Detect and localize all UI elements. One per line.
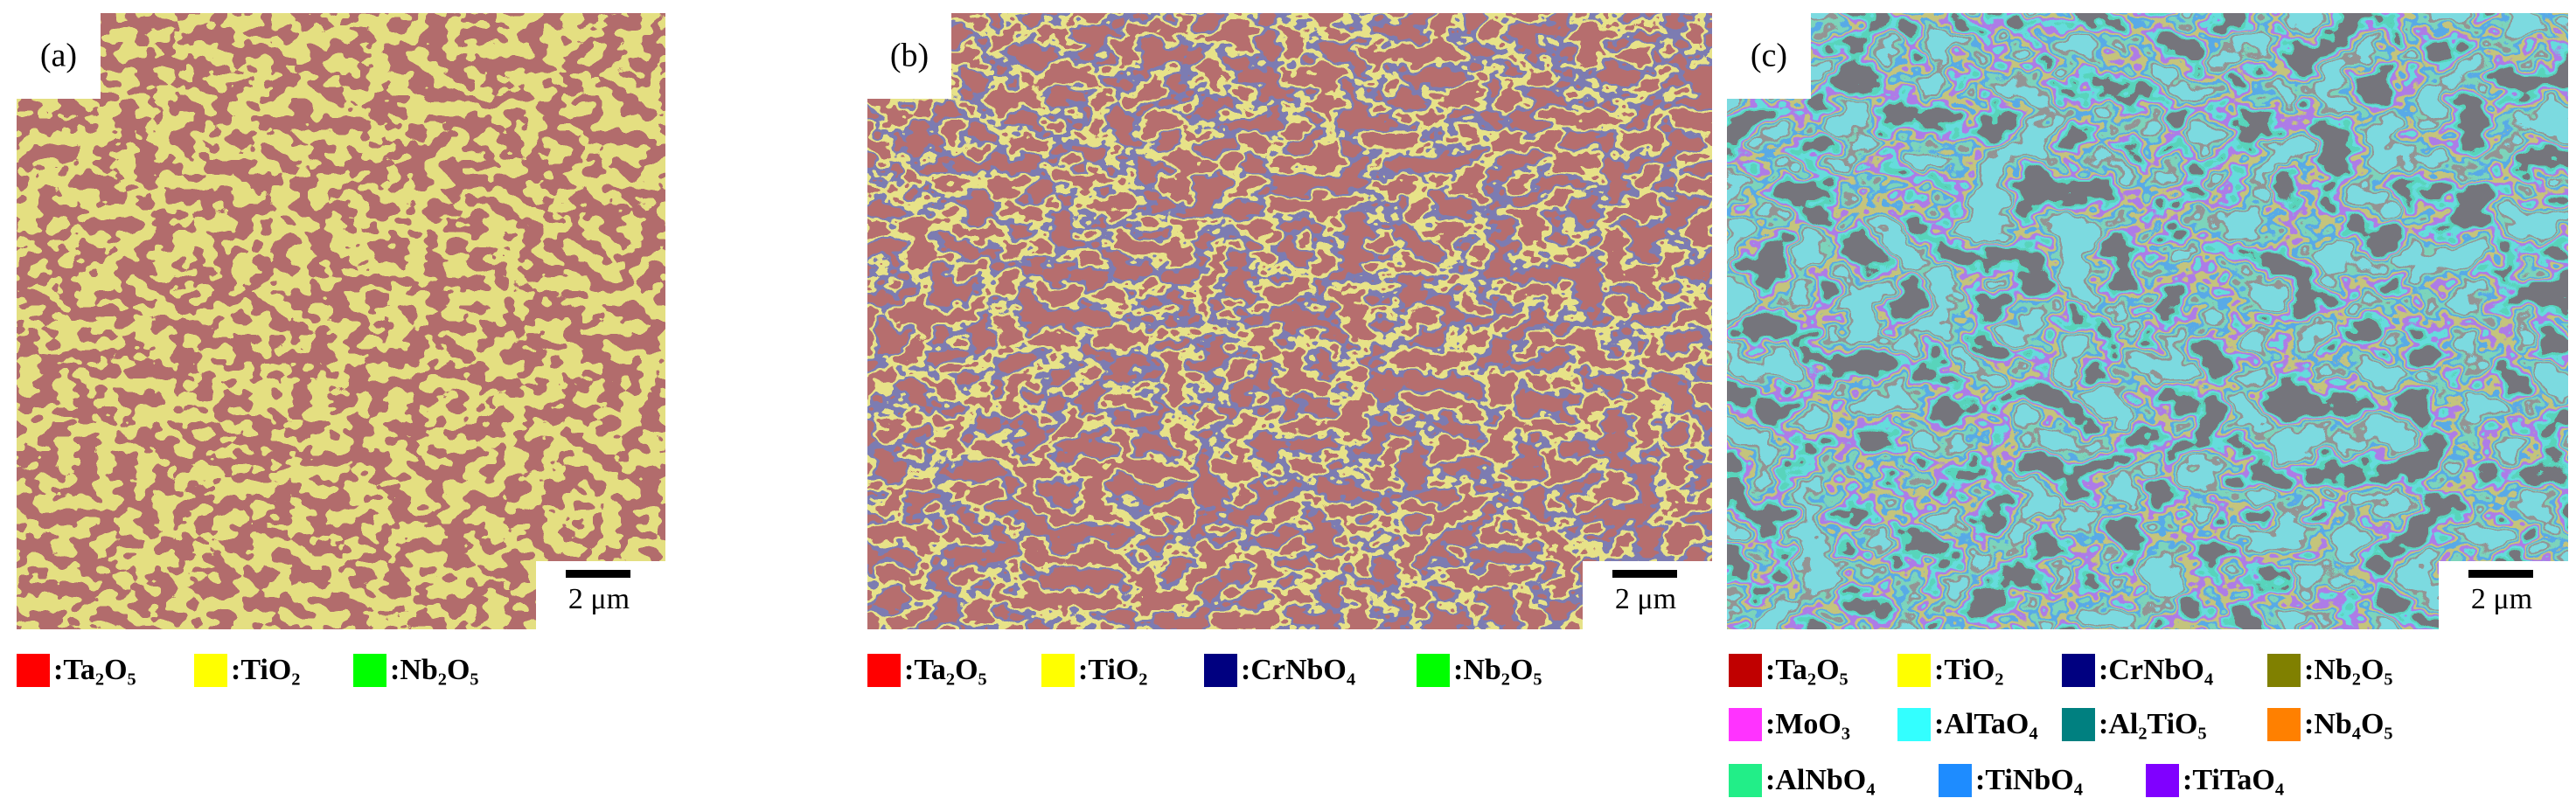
legend-swatch: [2267, 654, 2301, 687]
legend-swatch: [353, 654, 386, 687]
legend-swatch: [1939, 764, 1972, 797]
phase-map: [17, 13, 665, 629]
legend-swatch: [2062, 708, 2095, 741]
legend-label: :Al₂TiO₅: [2099, 708, 2207, 740]
label-box: [867, 13, 951, 99]
legend-label: :CrNbO₄: [1241, 654, 1355, 686]
legend-label: :TiTaO₄: [2183, 764, 2284, 796]
scale-bar: [2468, 570, 2533, 578]
legend-swatch: [2146, 764, 2179, 797]
legend-label: :Nb₄O₅: [2304, 708, 2393, 740]
scale-bar: [1612, 570, 1677, 578]
legend-swatch: [1897, 708, 1931, 741]
legend-label: :TiO₂: [1078, 654, 1147, 686]
legend-label: :TiO₂: [1934, 654, 2003, 686]
legend-swatch: [1204, 654, 1237, 687]
legend-swatch: [1729, 764, 1762, 797]
legend-label: :Nb₂O₅: [390, 654, 479, 686]
phase-map: [1727, 13, 2568, 629]
panel: (b) 2 μm :Ta₂O₅ :TiO₂ :CrNbO₄ :Nb₂O₅: [867, 13, 1712, 687]
label-box: [1727, 13, 1811, 99]
legend-swatch: [1729, 654, 1762, 687]
legend-label: :CrNbO₄: [2099, 654, 2213, 686]
legend-label: :Ta₂O₅: [1765, 654, 1848, 686]
scale-label: 2 μm: [2471, 583, 2532, 615]
legend-swatch: [1041, 654, 1075, 687]
legend-swatch: [867, 654, 901, 687]
legend-label: :AlNbO₄: [1765, 764, 1875, 796]
phase-map: [867, 13, 1712, 629]
legend-label: :Ta₂O₅: [53, 654, 136, 686]
legend-swatch: [1417, 654, 1450, 687]
legend-label: :MoO₃: [1765, 708, 1850, 740]
legend-swatch: [17, 654, 50, 687]
panel-label: (a): [40, 38, 77, 74]
legend-label: :TiNbO₄: [1975, 764, 2083, 796]
legend-swatch: [1897, 654, 1931, 687]
panel-label: (c): [1751, 38, 1787, 74]
legend-swatch: [2267, 708, 2301, 741]
legend-swatch: [2062, 654, 2095, 687]
legend-label: :Nb₂O₅: [1453, 654, 1542, 686]
scale-label: 2 μm: [568, 583, 630, 615]
scale-label: 2 μm: [1615, 583, 1676, 615]
panel: (a) 2 μm :Ta₂O₅ :TiO₂ :Nb₂O₅: [17, 13, 665, 687]
legend-label: :TiO₂: [231, 654, 300, 686]
legend-label: :AlTaO₄: [1934, 708, 2038, 740]
panel: (c) 2 μm :Ta₂O₅ :TiO₂ :CrNbO₄ :Nb₂O₅ :MoO₃ :AlT…: [1727, 13, 2568, 797]
legend-label: :Ta₂O₅: [904, 654, 987, 686]
panel-label: (b): [890, 38, 929, 74]
scale-bar: [566, 570, 630, 578]
label-box: [17, 13, 101, 99]
legend-swatch: [194, 654, 227, 687]
legend-label: :Nb₂O₅: [2304, 654, 2393, 686]
legend-swatch: [1729, 708, 1762, 741]
